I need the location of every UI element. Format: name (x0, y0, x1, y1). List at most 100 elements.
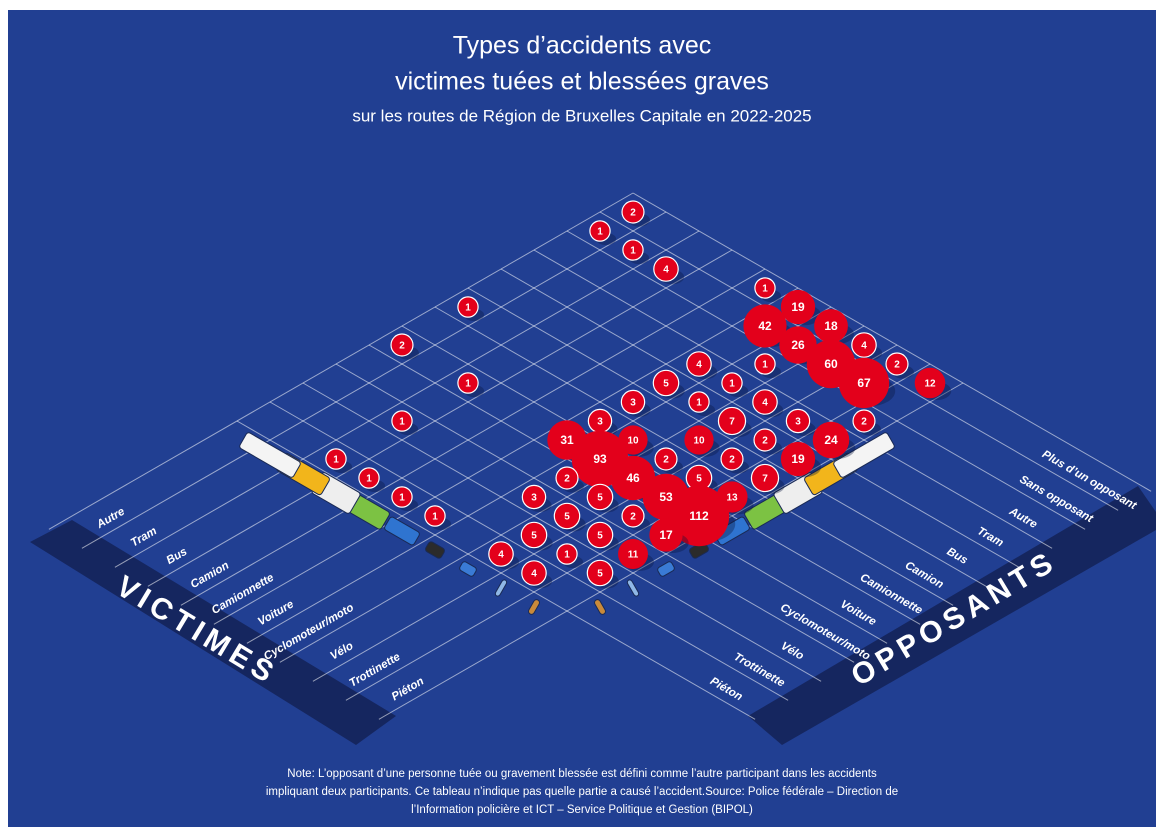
bubble (721, 372, 743, 394)
grid-line (434, 306, 954, 606)
victim-icon (528, 599, 540, 615)
bubble-label: 5 (663, 379, 669, 390)
bubble-label: 1 (597, 227, 603, 238)
bubble-label: 5 (597, 531, 603, 542)
bubble-label: 2 (861, 417, 867, 428)
bubble (586, 521, 614, 549)
grid-line (378, 382, 964, 720)
bubble-label: 4 (762, 398, 768, 409)
bubble-label: 1 (399, 417, 405, 428)
bubble-label: 1 (762, 360, 768, 371)
bubble-label: 10 (627, 436, 639, 447)
bubble-label: 10 (693, 436, 705, 447)
bubble (785, 408, 811, 434)
victim-icon (459, 561, 477, 577)
victim-icon (384, 516, 420, 546)
bubble (520, 521, 548, 549)
bubble (555, 466, 579, 490)
opponent-icon (626, 579, 640, 597)
bubble-label: 1 (729, 379, 735, 390)
bubble (668, 485, 730, 547)
bubble (717, 406, 747, 436)
grid-line (335, 363, 855, 663)
bubble (814, 309, 848, 343)
opponent-icon (594, 599, 606, 615)
bubble-label: 11 (628, 550, 639, 561)
bubble (838, 357, 890, 409)
bubble (780, 441, 816, 477)
grid-line (467, 287, 987, 587)
bubble (750, 463, 780, 493)
bubble-label: 18 (824, 319, 838, 333)
bubble-label: 1 (399, 493, 405, 504)
bubble (391, 410, 413, 432)
bubble (752, 389, 778, 415)
bubble-label: 12 (924, 379, 936, 390)
bubble-label: 17 (659, 528, 673, 542)
bubble (779, 326, 817, 364)
bubble-label: 2 (894, 360, 900, 371)
grid-line (312, 344, 898, 682)
bubble-label: 1 (465, 303, 471, 314)
grid-line (236, 420, 756, 720)
bubble (654, 447, 678, 471)
opponents-band (748, 486, 1156, 745)
bubble-label: 4 (696, 360, 702, 371)
bubble-label: 3 (597, 417, 603, 428)
grid-line (500, 268, 1020, 568)
bubble-label: 93 (593, 452, 607, 466)
note: Note: L’opposant d’une personne tuée ou … (287, 768, 877, 780)
chart-subtitle: sur les routes de Région de Bruxelles Ca… (352, 106, 811, 125)
grid-line (180, 268, 766, 606)
opponent-icon (833, 432, 895, 478)
grid-line (147, 249, 733, 587)
bubble-label: 4 (531, 569, 537, 580)
bubble (620, 389, 646, 415)
bubble-label: 1 (630, 246, 636, 257)
bubble-label: 5 (696, 474, 702, 485)
bubble-label: 1 (432, 512, 438, 523)
bubble-label: 42 (758, 319, 772, 333)
bubble (753, 428, 777, 452)
bubble (556, 543, 578, 565)
bubble (688, 391, 710, 413)
bubble (586, 559, 614, 587)
bubble (754, 277, 776, 299)
bubble (720, 447, 744, 471)
opponent-icon (657, 561, 675, 577)
chart-title: victimes tuées et blessées graves (395, 68, 769, 96)
bubble (325, 448, 347, 470)
bubble (618, 539, 648, 569)
icons (239, 432, 895, 615)
bubble-label: 1 (333, 455, 339, 466)
bubble-label: 1 (465, 379, 471, 390)
bubble (553, 502, 581, 530)
grid-line (279, 325, 865, 663)
bubble (885, 352, 909, 376)
bubble-label: 5 (564, 512, 570, 523)
bubble-label: 31 (560, 433, 574, 447)
bubble-label: 2 (729, 455, 735, 466)
grid-line (114, 230, 700, 568)
bubble-label: 3 (795, 417, 801, 428)
bubble (521, 560, 547, 586)
bubble-label: 24 (824, 433, 838, 447)
bubble-label: 2 (630, 208, 636, 219)
bubble-label: 53 (659, 490, 673, 504)
bubble (457, 372, 479, 394)
grid-line (213, 287, 799, 625)
bubble (754, 353, 776, 375)
bubble (457, 296, 479, 318)
bubble (743, 304, 787, 348)
bubble-label: 3 (531, 493, 537, 504)
bubble-label: 13 (726, 493, 738, 504)
bubble (653, 256, 679, 282)
bubble-label: 67 (857, 376, 871, 390)
note: l’Information policière et ICT – Service… (411, 804, 753, 816)
bubble (424, 505, 446, 527)
bubble-label: 5 (597, 569, 603, 580)
grid-line (269, 401, 789, 701)
